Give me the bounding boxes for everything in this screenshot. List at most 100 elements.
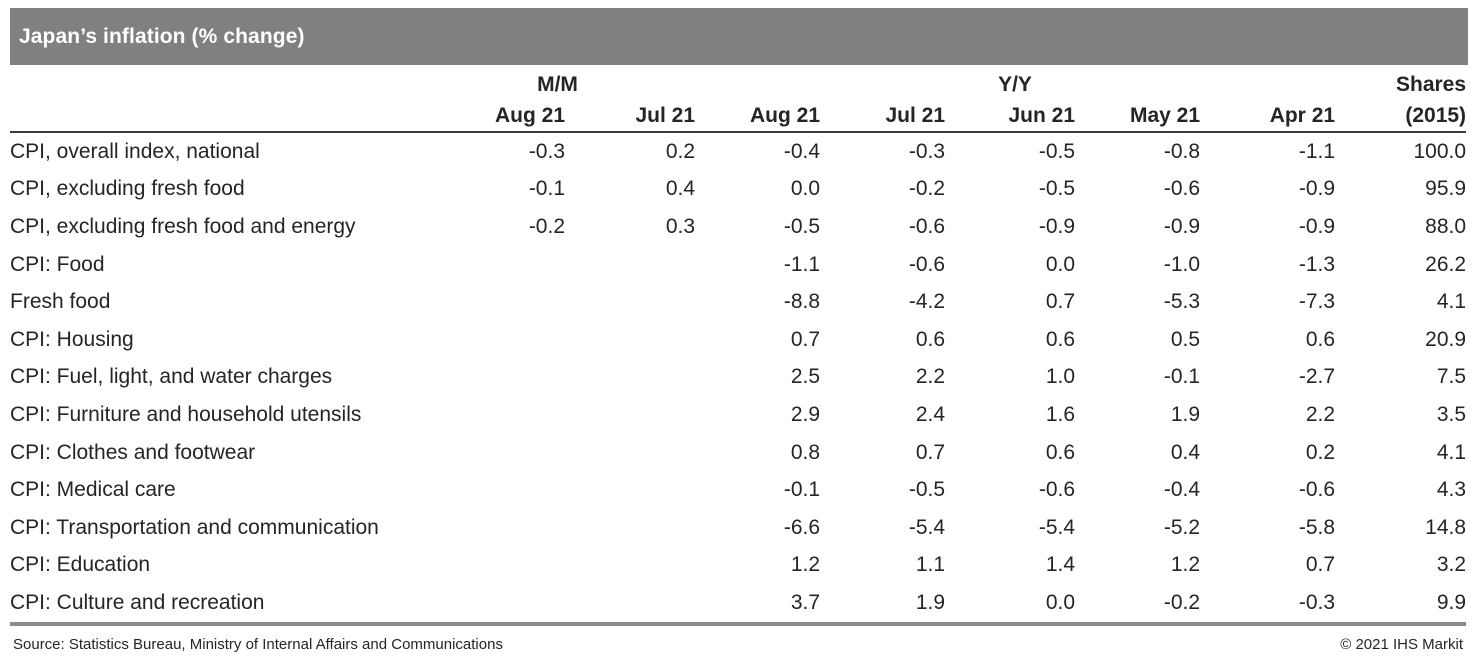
value-cell: 0.3 — [665, 214, 696, 238]
value-cell: 7.5 — [1436, 365, 1467, 389]
value-cell: -0.1 — [528, 177, 565, 201]
value-cell — [420, 246, 565, 284]
value-cell: 0.2 — [1305, 440, 1336, 464]
table-row: CPI: Fuel, light, and water charges 2.5 2.… — [10, 359, 1466, 397]
value-cell: -0.2 — [908, 177, 946, 201]
value-cell: 0.2 — [665, 139, 696, 163]
value-cell: -1.0 — [1163, 252, 1201, 276]
value-cell: -0.4 — [783, 139, 821, 163]
value-cell: -0.9 — [1298, 177, 1336, 201]
value-cell — [565, 434, 695, 472]
value-cell: -8.8 — [783, 290, 821, 314]
group-header-empty — [10, 69, 420, 100]
value-cell: 2.5 — [790, 365, 821, 389]
value-cell: 2.2 — [1305, 402, 1336, 426]
value-cell: -0.9 — [1298, 214, 1336, 238]
value-cell: 88.0 — [1425, 214, 1467, 238]
column-header-yy-jun21: Jun 21 — [945, 100, 1076, 133]
table-row: Fresh food -8.8 -4.2 0.7 -5.3 -7.3 4.1 — [10, 283, 1466, 321]
page-title: Japan’s inflation (% change) — [19, 24, 305, 48]
group-header-shares: Shares — [1396, 72, 1467, 96]
value-cell: 2.9 — [790, 402, 821, 426]
value-cell: 0.0 — [1045, 252, 1076, 276]
value-cell — [420, 283, 565, 321]
value-cell: -0.5 — [783, 214, 821, 238]
value-cell: 0.7 — [1305, 553, 1336, 577]
value-cell — [565, 359, 695, 397]
value-cell — [420, 509, 565, 547]
value-cell: 4.3 — [1436, 478, 1467, 502]
footer-copyright: © 2021 IHS Markit — [1340, 636, 1463, 653]
value-cell — [420, 396, 565, 434]
table-body: CPI, overall index, national -0.3 0.2 -0.4 -… — [10, 132, 1467, 626]
value-cell — [565, 396, 695, 434]
table-row: CPI: Food -1.1 -0.6 0.0 -1.0 -1.3 26.2 — [10, 246, 1466, 284]
row-label: CPI: Clothes and footwear — [10, 440, 256, 464]
value-cell: 20.9 — [1425, 327, 1467, 351]
value-cell — [565, 584, 696, 626]
row-label: CPI: Furniture and household utensils — [10, 402, 362, 426]
value-cell — [420, 359, 565, 397]
column-header-yy-may21: May 21 — [1075, 100, 1201, 133]
value-cell: 0.6 — [1305, 327, 1336, 351]
value-cell — [420, 321, 565, 359]
value-cell: -0.3 — [528, 139, 565, 163]
footer-source: Source: Statistics Bureau, Ministry of I… — [13, 636, 503, 653]
group-header-row: M/M Y/Y Shares — [10, 69, 1466, 100]
row-label: CPI: Housing — [10, 327, 134, 351]
group-header-mm: M/M — [537, 72, 578, 96]
value-cell: -0.3 — [908, 139, 946, 163]
value-cell: -0.5 — [908, 478, 946, 502]
table-row: CPI: Transportation and communication -6.… — [10, 509, 1466, 547]
value-cell — [565, 321, 695, 359]
value-cell: 3.2 — [1436, 553, 1467, 577]
column-header-mm-aug21: Aug 21 — [420, 100, 565, 133]
value-cell: 0.7 — [915, 440, 946, 464]
value-cell: 0.6 — [1045, 440, 1076, 464]
column-header-yy-apr21: Apr 21 — [1200, 100, 1336, 133]
value-cell: -0.1 — [783, 478, 821, 502]
value-cell: 0.6 — [915, 327, 946, 351]
value-cell: -1.3 — [1298, 252, 1336, 276]
value-cell: 0.6 — [1045, 327, 1076, 351]
value-cell: 1.2 — [790, 553, 821, 577]
value-cell: -4.2 — [908, 290, 946, 314]
value-cell — [420, 434, 565, 472]
column-header-empty — [10, 100, 420, 133]
value-cell: -0.5 — [1038, 139, 1076, 163]
value-cell: -5.3 — [1163, 290, 1201, 314]
value-cell: -5.4 — [1038, 515, 1076, 539]
value-cell: -7.3 — [1298, 290, 1336, 314]
value-cell: -5.2 — [1163, 515, 1201, 539]
value-cell: 0.0 — [790, 177, 821, 201]
value-cell: 3.7 — [695, 584, 821, 626]
value-cell — [565, 509, 695, 547]
value-cell: 4.1 — [1436, 290, 1467, 314]
value-cell: 1.9 — [820, 584, 946, 626]
value-cell: -6.6 — [783, 515, 821, 539]
table-row: CPI: Clothes and footwear 0.8 0.7 0.6 0.4 0.2… — [10, 434, 1466, 472]
value-cell: 0.7 — [790, 327, 821, 351]
page-footer: Source: Statistics Bureau, Ministry of I… — [13, 636, 1463, 653]
value-cell: -0.9 — [1163, 214, 1201, 238]
value-cell: 1.2 — [1170, 553, 1201, 577]
inflation-table: M/M Y/Y Shares Aug 21 Jul 21 Aug 21 Jul … — [10, 69, 1467, 626]
value-cell: -0.2 — [528, 214, 565, 238]
value-cell: 3.5 — [1436, 402, 1467, 426]
column-header-shares-2015: (2015) — [1335, 100, 1467, 133]
row-label: CPI: Food — [10, 252, 105, 276]
value-cell: 1.6 — [1045, 402, 1076, 426]
row-label: CPI: Fuel, light, and water charges — [10, 365, 333, 389]
value-cell: -0.1 — [1163, 365, 1201, 389]
value-cell: 0.0 — [945, 584, 1076, 626]
value-cell: 0.4 — [665, 177, 696, 201]
title-bar: Japan’s inflation (% change) — [10, 8, 1468, 65]
value-cell — [420, 547, 565, 585]
value-cell: -0.9 — [1038, 214, 1076, 238]
row-label: CPI: Medical care — [10, 478, 176, 502]
value-cell: 2.2 — [915, 365, 946, 389]
table-row: CPI: Housing 0.7 0.6 0.6 0.5 0.6 20.9 — [10, 321, 1466, 359]
value-cell — [420, 584, 565, 626]
value-cell: -0.2 — [1075, 584, 1201, 626]
row-label: Fresh food — [10, 290, 111, 314]
